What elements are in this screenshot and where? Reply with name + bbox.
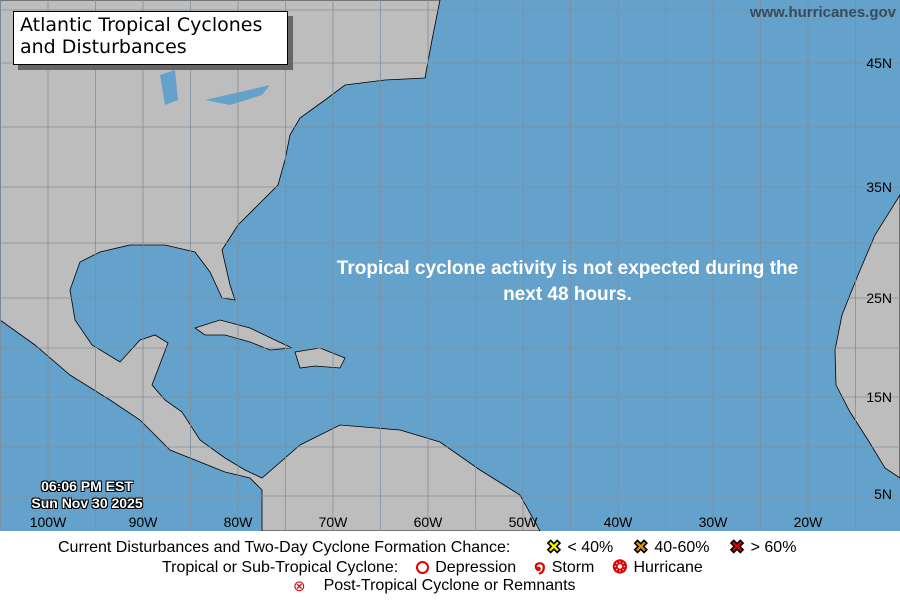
- depression-label: Depression: [435, 558, 517, 576]
- longitude-label: 70W: [318, 514, 348, 530]
- outlook-message: Tropical cyclone activity is not expecte…: [336, 258, 799, 305]
- chance-high-label: > 60%: [750, 538, 797, 556]
- post-tropical-label: Post-Tropical Cyclone or Remnants: [323, 577, 576, 594]
- longitude-label: 100W: [29, 514, 67, 530]
- timestamp-time: 06:06 PM EST: [41, 478, 133, 494]
- latitude-label: 45N: [866, 55, 892, 71]
- africa-land: [834, 194, 900, 479]
- longitude-label: 90W: [128, 514, 158, 530]
- hurricane-label: Hurricane: [633, 558, 703, 576]
- longitude-label: 60W: [413, 514, 443, 530]
- graticule: [0, 0, 900, 531]
- timestamp-date: Sun Nov 30 2025: [31, 495, 143, 511]
- longitude-label: 80W: [223, 514, 253, 530]
- latitude-label: 25N: [866, 290, 892, 306]
- website-label[interactable]: www.hurricanes.gov: [749, 4, 896, 21]
- longitude-label: 20W: [793, 514, 823, 530]
- longitude-label: 40W: [603, 514, 633, 530]
- disturbances-label: Current Disturbances and Two-Day Cyclone…: [58, 538, 511, 556]
- timestamp: 06:06 PM EST Sun Nov 30 2025: [22, 478, 152, 512]
- x-red-icon: ✖: [729, 537, 745, 558]
- latitude-label: 35N: [866, 179, 892, 195]
- x-orange-icon: ✖: [633, 537, 649, 558]
- atlantic-map: [0, 0, 900, 531]
- latitude-label: 15N: [866, 389, 892, 405]
- storm-symbol-icon: ໑: [534, 557, 546, 577]
- open-circle-icon: [416, 561, 430, 574]
- longitude-label: 50W: [508, 514, 538, 530]
- legend: Current Disturbances and Two-Day Cyclone…: [0, 531, 900, 601]
- latitude-label: 5N: [874, 486, 892, 502]
- longitude-label: 30W: [698, 514, 728, 530]
- storm-label: Storm: [551, 558, 595, 576]
- x-yellow-icon: ✖: [546, 537, 562, 558]
- map-title: Atlantic Tropical Cyclones and Disturban…: [13, 11, 288, 65]
- americas-land: [0, 0, 541, 531]
- cuba: [194, 319, 294, 351]
- cyclone-label: Tropical or Sub-Tropical Cyclone:: [162, 558, 399, 576]
- chance-medium-label: 40-60%: [654, 538, 710, 556]
- hurricane-symbol-icon: ❂: [612, 557, 628, 577]
- chance-low-label: < 40%: [567, 538, 614, 556]
- post-tropical-icon: ⊗: [293, 578, 306, 595]
- great-lakes: [160, 70, 270, 105]
